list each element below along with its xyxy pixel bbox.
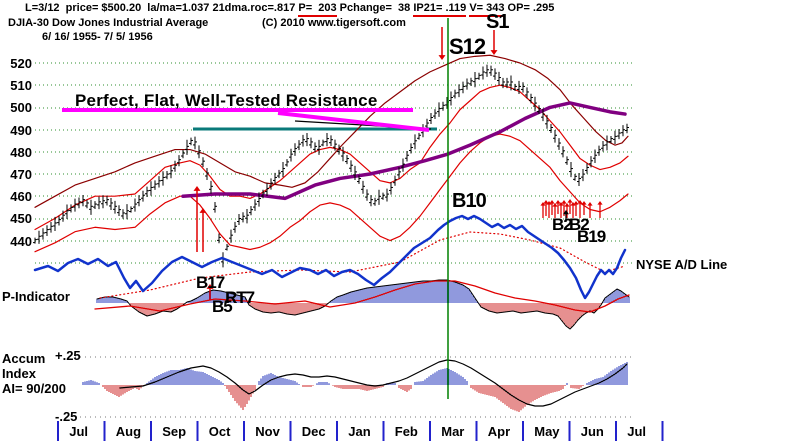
signal-s1: S1 <box>486 11 509 33</box>
y-axis-label-460: 460 <box>10 189 32 205</box>
signal-rt7: RT7 <box>225 288 255 307</box>
signal-b19: B19 <box>577 227 606 246</box>
stat-segment-3: IP21= .119 <box>413 2 467 17</box>
y-axis-label-470: 470 <box>10 167 32 182</box>
signal-b10: B10 <box>452 190 487 212</box>
month-label-4-Nov: Nov <box>255 424 280 439</box>
signal-b2-second: B2 <box>569 215 590 234</box>
accum-plus25-label: +.25 <box>55 348 81 363</box>
app-title: DJIA-30 Dow Jones Industrial Average <box>8 17 209 29</box>
month-label-10-May: May <box>534 424 560 439</box>
stat-segment-6: OP= .295 <box>504 2 555 14</box>
stat-segment-1: P= 203 <box>298 2 337 17</box>
accum-ai-ratio: AI= 90/200 <box>2 381 66 396</box>
month-label-2-Sep: Sep <box>162 424 187 439</box>
y-axis-label-510: 510 <box>10 78 32 94</box>
signal-b17: B17 <box>196 273 225 292</box>
month-label-0-Jul: Jul <box>69 424 89 439</box>
y-axis-label-450: 450 <box>10 211 32 227</box>
month-label-3-Oct: Oct <box>208 424 231 439</box>
copyright-label: (C) 2010 www.tigersoft.com <box>262 17 406 29</box>
stat-segment-0: L=3/12 price= $500.20 la/ma=1.037 21dma.… <box>25 2 299 14</box>
month-label-7-Feb: Feb <box>394 424 418 439</box>
signal-s12: S12 <box>449 34 486 59</box>
y-axis-label-520: 520 <box>10 56 32 71</box>
signal-b2-first: B2 <box>552 215 573 234</box>
signal-b5: B5 <box>212 297 233 316</box>
month-label-9-Apr: Apr <box>487 424 511 439</box>
accum-label-line1: Accum <box>2 351 46 366</box>
accum-minus25-label: -.25 <box>55 409 78 424</box>
month-label-11-Jun: Jun <box>580 424 604 439</box>
y-axis-label-480: 480 <box>10 144 32 160</box>
stat-segment-5: V= 343 <box>469 2 505 17</box>
resistance-annotation: Perfect, Flat, Well-Tested Resistance <box>75 91 378 110</box>
month-label-1-Aug: Aug <box>115 424 142 439</box>
p-indicator-label: P-Indicator <box>2 289 70 304</box>
y-axis-label-490: 490 <box>10 122 32 138</box>
month-label-6-Jan: Jan <box>348 424 371 439</box>
ad-line-label: NYSE A/D Line <box>636 257 728 272</box>
stat-segment-2: Pchange= 38 <box>336 2 414 14</box>
header-stats-line: L=3/12 price= $500.20 la/ma=1.037 21dma.… <box>25 2 555 17</box>
month-label-8-Mar: Mar <box>441 424 465 439</box>
y-axis-label-440: 440 <box>10 233 32 249</box>
month-label-12-Jul: Jul <box>627 424 647 439</box>
y-axis-label-500: 500 <box>10 100 32 116</box>
month-label-5-Dec: Dec <box>301 424 326 439</box>
date-range-label: 6/ 16/ 1955- 7/ 5/ 1956 <box>42 31 153 43</box>
accum-label-line2: Index <box>2 366 36 381</box>
